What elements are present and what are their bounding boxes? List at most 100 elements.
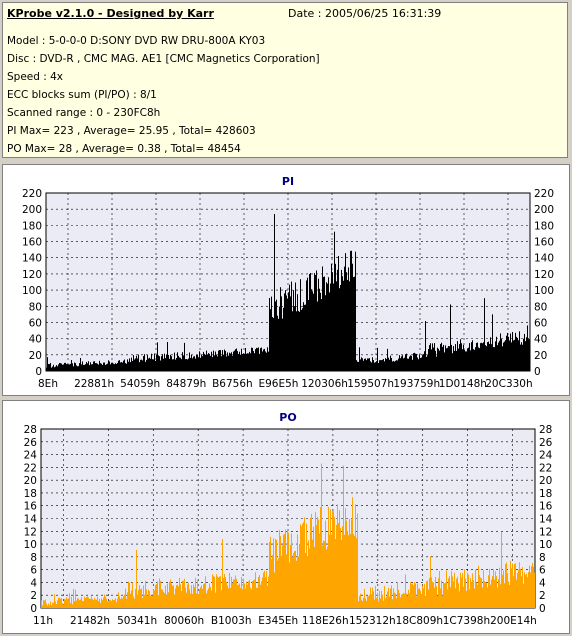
bar xyxy=(253,580,254,608)
bar xyxy=(257,587,258,608)
bar xyxy=(280,536,281,608)
bar xyxy=(202,356,203,371)
bar xyxy=(370,361,371,371)
bar xyxy=(488,341,489,371)
bar xyxy=(491,579,492,608)
bar xyxy=(329,534,330,608)
bar xyxy=(161,356,162,371)
bar xyxy=(135,589,136,608)
bar xyxy=(63,604,64,608)
bar xyxy=(156,583,157,608)
bar xyxy=(264,570,265,608)
bar xyxy=(347,530,348,608)
bar xyxy=(410,582,411,608)
bar xyxy=(275,539,276,608)
bar xyxy=(468,347,469,371)
bar xyxy=(347,279,348,371)
bar xyxy=(525,341,526,371)
bar xyxy=(269,297,270,371)
bar xyxy=(59,363,60,371)
bar xyxy=(105,364,106,371)
bar xyxy=(104,362,105,371)
bar xyxy=(217,576,218,608)
bar xyxy=(167,342,168,371)
bar xyxy=(479,575,480,608)
po-chart-panel: PO 0 0 2 2 4 4 6 6 8 8 10 10 12 12 14 14 16 16 18 18 20 20 22 22… xyxy=(2,400,570,634)
bar xyxy=(207,354,208,371)
bar xyxy=(517,573,518,608)
bar xyxy=(442,346,443,371)
y-tick-label-right: 220 xyxy=(534,188,554,200)
bar xyxy=(133,355,134,371)
bar xyxy=(200,587,201,608)
bar xyxy=(315,512,316,608)
bar xyxy=(417,583,418,608)
bar xyxy=(267,585,268,608)
bar xyxy=(184,578,185,608)
bar xyxy=(123,596,124,608)
bar xyxy=(455,588,456,608)
bar xyxy=(506,562,507,608)
bar xyxy=(238,584,239,608)
bar xyxy=(462,573,463,608)
bar xyxy=(154,353,155,371)
bar xyxy=(337,269,338,371)
bar xyxy=(353,534,354,608)
bar xyxy=(355,504,356,608)
bar xyxy=(493,347,494,371)
bar xyxy=(428,589,429,608)
bar xyxy=(428,349,429,371)
bar xyxy=(368,596,369,608)
bar xyxy=(469,589,470,608)
bar xyxy=(215,592,216,608)
bar xyxy=(175,588,176,608)
bar xyxy=(250,587,251,608)
bar xyxy=(50,362,51,371)
bar xyxy=(385,598,386,608)
bar xyxy=(384,361,385,371)
bar xyxy=(278,558,279,608)
bar xyxy=(479,348,480,371)
bar xyxy=(439,350,440,371)
bar xyxy=(157,581,158,608)
bar xyxy=(99,598,100,608)
bar xyxy=(499,340,500,371)
y-tick-label-right: 180 xyxy=(534,220,554,232)
bar xyxy=(96,363,97,371)
bar xyxy=(112,599,113,608)
bar xyxy=(205,576,206,608)
bar xyxy=(363,597,364,608)
bar xyxy=(265,351,266,371)
bar xyxy=(61,363,62,371)
app-title: KProbe v2.1.0 - Designed by Karr xyxy=(7,7,214,20)
bar xyxy=(334,517,335,608)
bar xyxy=(357,361,358,371)
bar xyxy=(514,339,515,371)
bar xyxy=(204,353,205,371)
bar xyxy=(520,344,521,371)
bar xyxy=(534,572,535,608)
disc-line: Disc : DVD-R , CMC MAG. AE1 [CMC Magneti… xyxy=(7,53,320,65)
bar xyxy=(324,276,325,371)
bar xyxy=(62,364,63,371)
bar xyxy=(196,593,197,608)
bar xyxy=(245,347,246,371)
bar xyxy=(457,341,458,371)
bar xyxy=(289,562,290,608)
bar xyxy=(361,599,362,608)
bar xyxy=(471,581,472,608)
bar xyxy=(58,597,59,608)
bar xyxy=(183,355,184,371)
bar xyxy=(373,360,374,371)
bar xyxy=(209,353,210,371)
bar xyxy=(313,526,314,608)
bar xyxy=(65,362,66,371)
bar xyxy=(441,342,442,371)
bar xyxy=(147,355,148,371)
bar xyxy=(115,363,116,371)
bar xyxy=(68,598,69,608)
bar xyxy=(390,355,391,371)
bar xyxy=(124,359,125,371)
bar xyxy=(148,358,149,371)
bar xyxy=(165,358,166,371)
